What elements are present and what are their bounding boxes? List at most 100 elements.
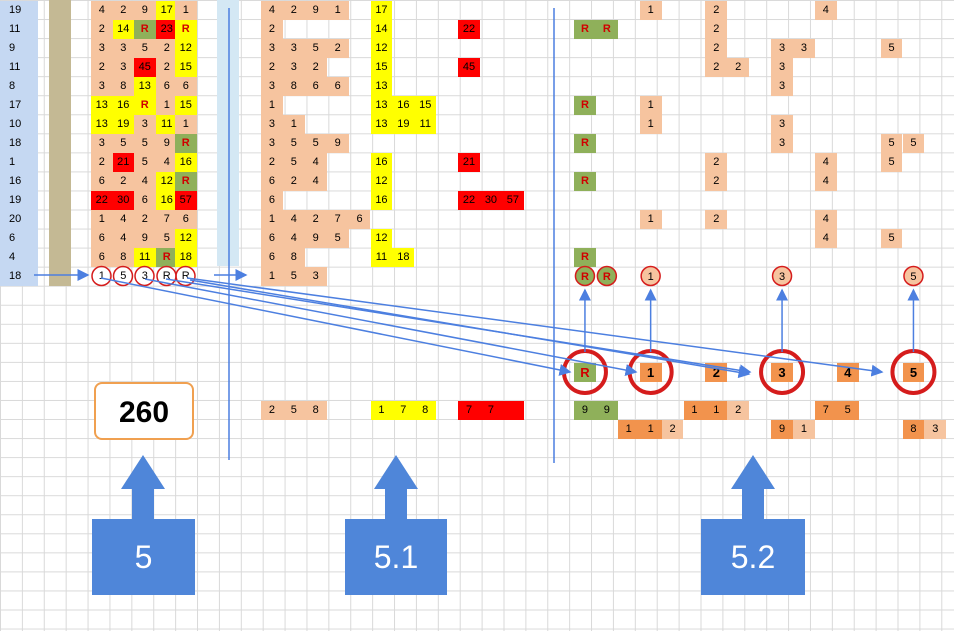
- up-arrow-shape: [121, 455, 165, 520]
- section52-cell: 5: [880, 229, 903, 249]
- section51-cell: 16: [370, 191, 393, 210]
- section52-cell: 1: [639, 210, 662, 230]
- section51-cell: 5: [304, 133, 327, 153]
- section51-cell: 5: [282, 152, 305, 172]
- summary-circle: [134, 265, 155, 287]
- section5-cell: 5: [112, 133, 134, 153]
- section5-cell: 12: [156, 171, 178, 191]
- section51-cell: 1: [326, 0, 349, 20]
- section51-cell: 11: [414, 114, 437, 134]
- section52-cell: 1: [639, 114, 662, 134]
- section52-cell: R: [574, 171, 596, 191]
- section51-cell: 3: [282, 57, 305, 77]
- summary-circle: [596, 265, 618, 287]
- section52-cell: 2: [705, 0, 728, 20]
- section51-cell: 2: [261, 57, 283, 77]
- row-number: 18: [0, 267, 38, 287]
- section5-cell: 6: [175, 76, 197, 96]
- section5-cell: 5: [156, 229, 178, 249]
- section52-cell: 3: [771, 114, 793, 134]
- section5-summary-cell: 5: [120, 270, 127, 283]
- diagonal-arrow: [144, 278, 638, 376]
- section51-bottom-cell: 7: [458, 401, 480, 420]
- section51-cell: 5: [304, 38, 327, 58]
- row-number: 19: [0, 191, 38, 210]
- row-number: 16: [0, 171, 38, 191]
- section51-cell: 1: [261, 95, 283, 115]
- row-number: 6: [0, 229, 38, 249]
- header-circle: [890, 349, 937, 395]
- section5-cell: 14: [112, 19, 134, 39]
- section5-cell: 2: [156, 57, 178, 77]
- summary-circle-text: 3: [779, 271, 785, 283]
- section51-cell: 15: [414, 95, 437, 115]
- section52-bottom1-cell: 7: [814, 401, 837, 420]
- section51-cell: 9: [326, 133, 349, 153]
- section51-cell: 57: [501, 191, 524, 210]
- section52-header-cell: 5: [902, 363, 925, 382]
- summary-circle: [574, 265, 596, 287]
- summary-circle-text: R: [603, 271, 611, 283]
- section52-cell: 4: [814, 171, 837, 191]
- section5-cell: 12: [175, 229, 197, 249]
- section51-bottom-cell: 8: [304, 401, 327, 420]
- section52-bottom2-cell: 1: [617, 420, 640, 439]
- section5-cell: 17: [156, 0, 178, 20]
- up-arrow-shape: [374, 455, 418, 520]
- section51-cell: 6: [261, 171, 283, 191]
- section52-cell: R: [595, 19, 618, 39]
- section51-cell: 3: [261, 38, 283, 58]
- section5-cell: 16: [156, 191, 178, 210]
- section5-cell: R: [175, 171, 197, 191]
- section5-cell: 8: [112, 76, 134, 96]
- section52-bottom1-cell: 1: [705, 401, 728, 420]
- section51-cell: 6: [261, 191, 283, 210]
- section51-cell: 2: [282, 0, 305, 20]
- label-box-5-1: 5.1: [345, 519, 447, 595]
- section51-cell: 3: [261, 114, 283, 134]
- row-number: 9: [0, 38, 38, 58]
- section51-cell: 2: [326, 38, 349, 58]
- section5-cell: 1: [175, 114, 197, 134]
- section51-summary-cell: 5: [282, 267, 305, 287]
- label-box-5-2: 5.2: [701, 519, 805, 595]
- section5-cell: 2: [91, 57, 113, 77]
- section51-summary-cell: 1: [261, 267, 283, 287]
- section5-cell: 4: [112, 229, 134, 249]
- row-number: 17: [0, 95, 38, 115]
- section5-cell: 6: [91, 229, 113, 249]
- section5-cell: 4: [134, 171, 156, 191]
- section52-cell: R: [574, 133, 596, 153]
- section5-summary-cell: 1: [98, 270, 105, 283]
- section5-cell: 13: [134, 76, 156, 96]
- section51-cell: 5: [282, 133, 305, 153]
- summary-circle: [91, 265, 112, 287]
- section5-cell: 22: [91, 191, 113, 210]
- section5-cell: 1: [91, 210, 113, 230]
- section5-cell: 9: [134, 229, 156, 249]
- row-number: 8: [0, 76, 38, 96]
- section5-cell: 2: [91, 19, 113, 39]
- section51-cell: 12: [370, 38, 393, 58]
- section5-cell: R: [175, 133, 197, 153]
- section5-cell: 2: [91, 152, 113, 172]
- section51-cell: 13: [370, 95, 393, 115]
- section51-cell: 1: [282, 114, 305, 134]
- section51-cell: 6: [348, 210, 371, 230]
- section5-cell: 15: [175, 57, 197, 77]
- section5-cell: 4: [156, 152, 178, 172]
- section5-cell: 16: [112, 95, 134, 115]
- section5-cell: 5: [134, 133, 156, 153]
- section51-cell: 5: [326, 229, 349, 249]
- section51-cell: 4: [261, 0, 283, 20]
- section5-cell: 3: [112, 57, 134, 77]
- section51-cell: 12: [370, 171, 393, 191]
- row-number: 4: [0, 248, 38, 268]
- section5-summary-cell: R: [162, 270, 171, 283]
- section52-cell: 5: [880, 133, 903, 153]
- section5-cell: 8: [112, 248, 134, 268]
- section51-bottom-cell: 5: [282, 401, 305, 420]
- section51-cell: 2: [304, 210, 327, 230]
- row-number: 18: [0, 133, 38, 153]
